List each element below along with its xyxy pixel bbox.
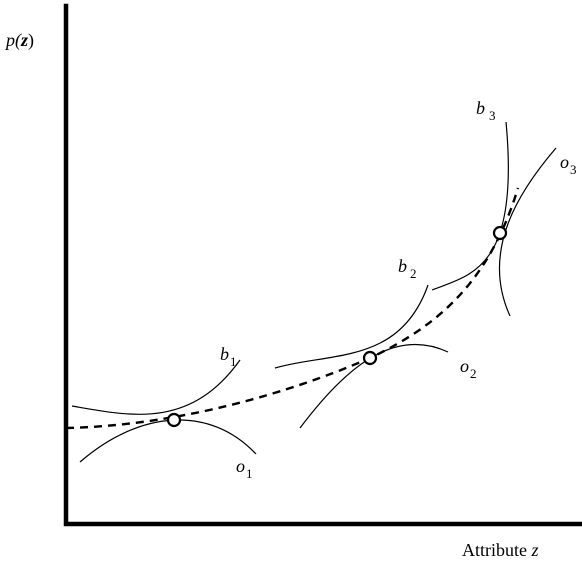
label-o3: o3: [560, 152, 577, 177]
y-axis-label: p(z): [4, 30, 34, 51]
axes: [63, 3, 582, 527]
label-b1: b1: [220, 344, 237, 369]
hedonic-price-curve: [65, 187, 520, 430]
x-axis-label: Attribute z: [462, 540, 539, 560]
offer-curve-o1: [79, 419, 257, 463]
tangency-point-2: [362, 350, 378, 366]
tangency-point-1: [166, 412, 182, 428]
bid-curve-b2: [274, 284, 429, 369]
tangency-point-3: [492, 225, 508, 241]
offer-curve-o3: [498, 147, 557, 317]
label-o2: o2: [460, 356, 477, 381]
label-o1: o1: [236, 456, 253, 481]
bid-curve-b1: [71, 359, 241, 415]
bid-curve-b3: [431, 121, 509, 291]
